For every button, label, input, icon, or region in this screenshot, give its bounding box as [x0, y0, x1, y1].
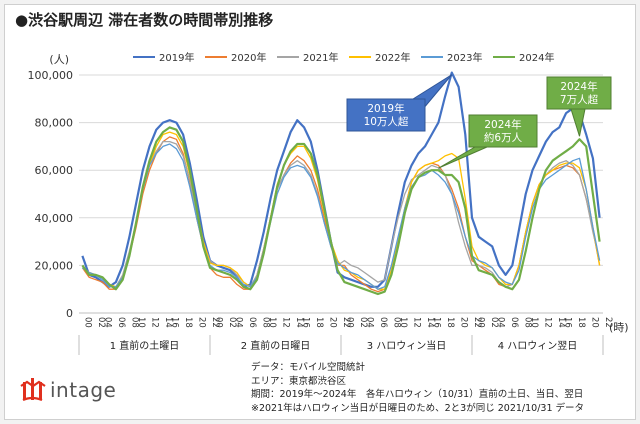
x-tick-label: 18 [576, 317, 586, 328]
y-axis-unit: (人) [49, 53, 69, 66]
x-tick-label: 10 [267, 317, 277, 328]
x-tick-label: 06 [247, 317, 257, 328]
x-tick-label: 16 [432, 317, 442, 328]
x-tick-label: 10 [136, 317, 146, 328]
y-tick-label: 0 [66, 307, 73, 320]
intage-logo: intage [19, 376, 116, 404]
callout-text: 2019年 [367, 102, 404, 115]
x-group-label: 1 直前の土曜日 [110, 339, 180, 352]
source-notes: データ：モバイル空間統計 エリア：東京都渋谷区 期間：2019年～2024年 各… [251, 361, 584, 415]
x-tick-label: 22 [603, 317, 613, 328]
x-tick-label: 00 [213, 317, 223, 328]
legend-label: 2022年 [375, 51, 410, 64]
x-tick-label: 16 [170, 317, 180, 328]
callout-text: 2024年 [560, 80, 597, 93]
x-tick-label: 18 [314, 317, 324, 328]
x-tick-label: 00 [344, 317, 354, 328]
x-tick-label: 06 [378, 317, 388, 328]
note-line: 期間：2019年～2024年 各年ハロウィン（10/31）直前の土日、当日、翌日 [251, 389, 584, 400]
x-tick-label: 10 [529, 317, 539, 328]
x-tick-label: 14 [556, 317, 566, 328]
x-tick-label: 06 [509, 317, 519, 328]
series-line [81, 126, 601, 296]
x-tick-label: 02 [227, 317, 237, 328]
intage-logo-text: intage [50, 378, 117, 402]
x-tick-label: 02 [489, 317, 499, 328]
intage-logo-icon [20, 378, 46, 402]
x-group-label: 2 直前の日曜日 [241, 339, 311, 352]
x-tick-label: 20 [328, 317, 338, 328]
x-tick-label: 18 [445, 317, 455, 328]
x-tick-label: 04 [365, 317, 375, 328]
x-tick-label: 10 [398, 317, 408, 328]
x-tick-label: 12 [281, 317, 291, 328]
callout-text: 10万人超 [364, 115, 409, 128]
x-tick-label: 14 [294, 317, 304, 328]
x-tick-label: 20 [197, 317, 207, 328]
chart-frame: ●渋谷駅周辺 滞在者数の時間帯別推移 0 20,000 40,000 60,000 80… [4, 4, 636, 420]
y-tick-label: 40,000 [35, 212, 74, 225]
note-line: データ：モバイル空間統計 [251, 362, 366, 373]
x-tick-label: 04 [103, 317, 113, 328]
x-tick-label: 22 [210, 317, 220, 328]
y-tick-label: 60,000 [35, 164, 74, 177]
x-group-label: 3 ハロウィン当日 [367, 339, 447, 352]
callout-pointer [438, 146, 488, 169]
y-tick-label: 100,000 [28, 69, 74, 82]
x-tick-label: 04 [234, 317, 244, 328]
x-tick-label: 02 [96, 317, 106, 328]
x-tick-label: 12 [150, 317, 160, 328]
callout-box [468, 114, 538, 148]
x-axis-unit: (時) [609, 321, 629, 334]
x-tick-label: 00 [475, 317, 485, 328]
legend-label: 2023年 [447, 51, 482, 64]
x-group-label: 4 ハロウィン翌日 [498, 340, 578, 352]
x-tick-label: 22 [472, 317, 482, 328]
legend-label: 2024年 [519, 51, 554, 64]
x-tick-label: 08 [522, 317, 532, 328]
legend-label: 2021年 [303, 51, 338, 64]
y-tick-label: 80,000 [35, 117, 74, 130]
x-tick-label: 06 [116, 317, 126, 328]
x-tick-label: 12 [543, 317, 553, 328]
callout-box [546, 76, 612, 110]
note-line: ※2021年はハロウィン当日が日曜日のため、2と3が同じ 2021/10/31 … [251, 402, 585, 414]
x-tick-label: 08 [260, 317, 270, 328]
x-tick-label: 16 [563, 317, 573, 328]
legend-label: 2019年 [159, 51, 194, 64]
callout-text: 2024年 [484, 118, 521, 131]
callout-box [346, 98, 426, 132]
note-line: エリア：東京都渋谷区 [251, 375, 347, 387]
series-line [82, 143, 601, 290]
x-tick-label: 14 [163, 317, 173, 328]
x-tick-label: 22 [341, 317, 351, 328]
callout-text: 7万人超 [560, 93, 599, 106]
legend-label: 2020年 [231, 51, 266, 64]
x-tick-label: 00 [82, 317, 92, 328]
x-tick-label: 02 [358, 317, 368, 328]
callout-text: 約6万人 [484, 131, 523, 144]
chart-title: ●渋谷駅周辺 滞在者数の時間帯別推移 [15, 11, 274, 29]
x-tick-label: 14 [425, 317, 435, 328]
x-tick-label: 20 [590, 317, 600, 328]
x-tick-label: 08 [391, 317, 401, 328]
y-tick-label: 20,000 [35, 259, 74, 272]
x-tick-label: 04 [496, 317, 506, 328]
x-tick-label: 12 [412, 317, 422, 328]
x-tick-label: 16 [301, 317, 311, 328]
x-tick-label: 08 [129, 317, 139, 328]
x-tick-label: 18 [183, 317, 193, 328]
x-tick-label: 20 [459, 317, 469, 328]
